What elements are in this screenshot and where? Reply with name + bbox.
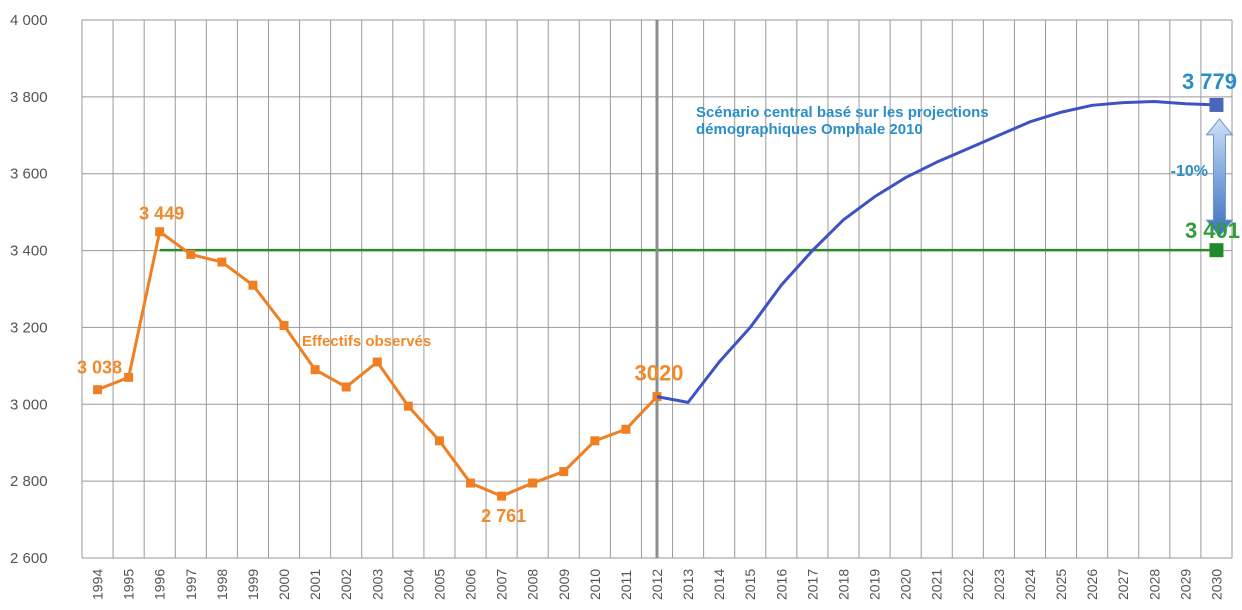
y-tick-label: 2 800 [10,473,48,490]
target-marker [1209,243,1224,258]
x-tick-label: 1995 [121,569,137,600]
target-value-label: 3 401 [1185,218,1240,243]
observed-point [279,321,289,331]
y-tick-label: 3 200 [10,319,48,336]
observed-point [217,257,227,267]
x-tick-label: 2021 [929,569,945,600]
x-tick-label: 2010 [587,569,603,600]
observed-point [372,357,382,367]
x-tick-label: 2012 [649,569,665,600]
x-tick-label: 1997 [183,569,199,600]
end-projection-value-label: 3 779 [1182,69,1237,94]
x-tick-label: 2004 [400,569,416,600]
observed-point [341,382,351,392]
x-tick-label: 2027 [1115,569,1131,600]
y-tick-label: 3 000 [10,396,48,413]
x-tick-label: 2019 [867,569,883,600]
observed-point [466,478,476,488]
observed-point [248,280,258,290]
x-tick-label: 2005 [431,569,447,600]
y-tick-label: 4 000 [10,12,48,29]
x-tick-label: 2028 [1146,569,1162,600]
gap-arrow [1205,118,1234,237]
x-tick-label: 2026 [1084,569,1100,600]
y-tick-label: 3 400 [10,243,48,260]
observed-point [310,365,320,375]
observed-point [434,436,444,446]
y-tick-label: 3 600 [10,166,48,183]
observed-series-label: Effectifs observés [302,333,431,350]
observed-point [124,372,134,382]
observed-point [186,249,196,259]
x-tick-label: 2006 [463,569,479,600]
x-tick-label: 1999 [245,569,261,600]
peak-value-label: 3 449 [139,204,184,224]
x-tick-label: 2029 [1177,569,1193,600]
x-axis-ticks: 1994 1995 1996 1997 1998 1999 2000 2001 2002 2003… [90,569,1225,600]
observed-point [528,478,538,488]
x-tick-label: 2014 [711,569,727,600]
y-tick-label: 2 600 [10,550,48,567]
x-tick-label: 2030 [1208,569,1224,600]
observed-point [93,385,103,395]
observed-point [621,424,631,434]
start-value-label: 3 038 [77,358,122,378]
x-tick-label: 1996 [152,569,168,600]
gap-percent-label: -10% [1171,163,1208,180]
projection-line [656,99,1217,404]
x-tick-label: 2025 [1053,569,1069,600]
observed-point [497,491,507,501]
observed-point [590,436,600,446]
projection-label-line2: démographiques Omphale 2010 [696,121,923,138]
observed-point [155,227,165,237]
y-tick-label: 3 800 [10,89,48,106]
x-tick-label: 1998 [214,569,230,600]
x-tick-label: 2011 [618,570,634,600]
gap-double-arrow [1205,118,1234,237]
reference-line [159,20,1224,558]
x-tick-label: 2024 [1022,569,1038,600]
x-tick-label: 2003 [369,569,385,600]
split-value-label: 3020 [635,361,684,386]
x-tick-label: 2007 [494,569,510,600]
x-tick-label: 2017 [804,569,820,600]
x-tick-label: 2009 [556,569,572,600]
x-tick-label: 2002 [338,569,354,600]
x-tick-label: 2000 [276,569,292,600]
grid [81,19,1233,559]
y-axis-ticks: 2 600 2 800 3 000 3 200 3 400 3 600 3 800 4 000 [10,12,48,567]
x-tick-label: 2016 [773,569,789,600]
x-tick-label: 2022 [960,569,976,600]
x-tick-label: 2015 [742,569,758,600]
x-tick-label: 2008 [525,569,541,600]
projection-end-marker [1209,97,1224,112]
projection-label-line1: Scénario central basé sur les projection… [696,104,989,121]
x-tick-label: 2018 [835,569,851,600]
observed-point [559,467,569,477]
x-tick-label: 1994 [90,569,106,600]
x-tick-label: 2001 [307,569,323,600]
series-lines [93,97,1224,501]
observed-point [403,401,413,411]
x-tick-label: 2013 [680,569,696,600]
x-tick-label: 2023 [991,569,1007,600]
x-tick-label: 2020 [898,569,914,600]
min-value-label: 2 761 [481,506,526,526]
